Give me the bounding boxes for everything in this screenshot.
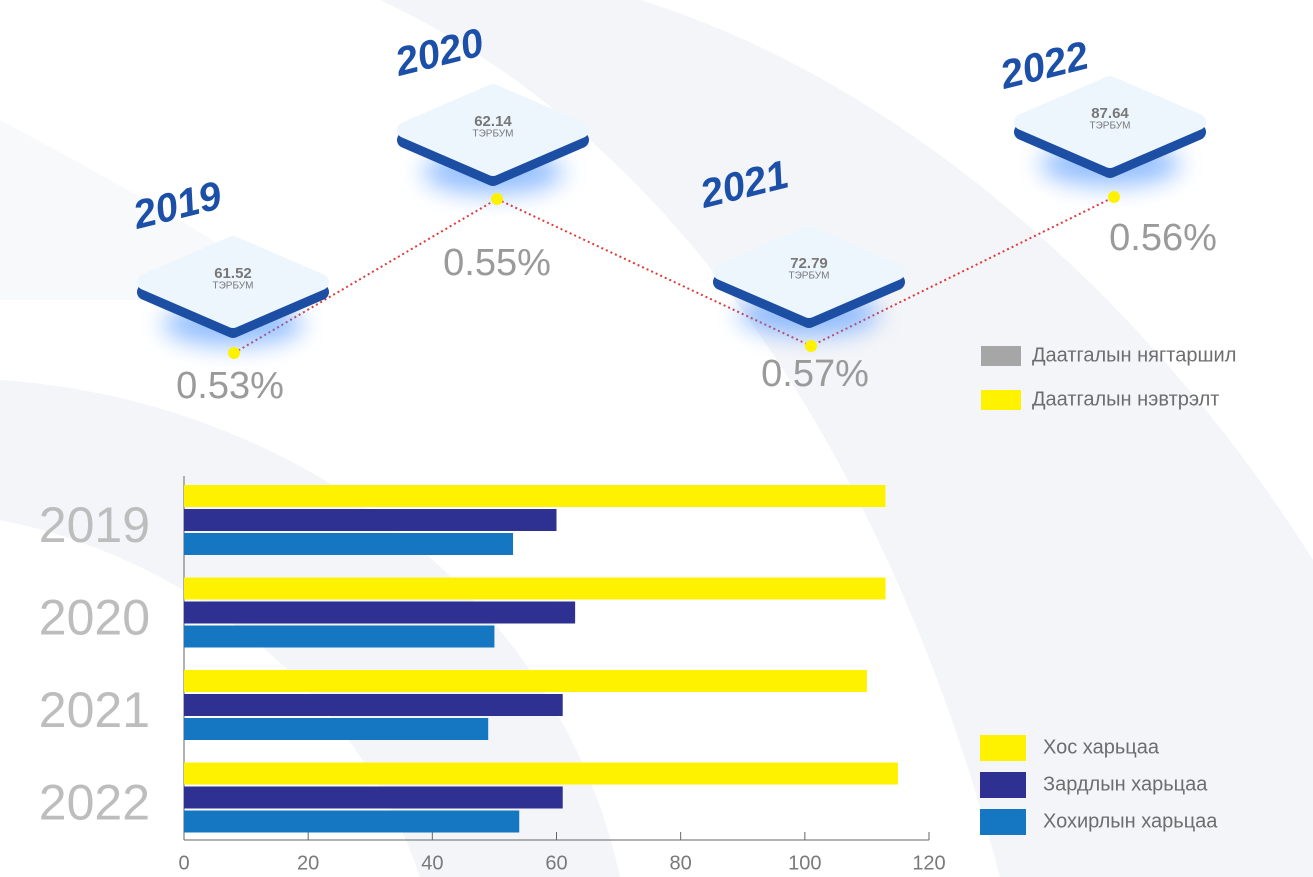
x-tick-label: 100 <box>788 852 821 874</box>
bar <box>184 786 563 809</box>
year-label: 2020 <box>390 21 488 85</box>
bar <box>184 694 563 716</box>
penetration-dot <box>1108 191 1120 203</box>
category-label: 2019 <box>39 497 150 553</box>
bar <box>184 601 576 624</box>
x-tick-label: 0 <box>178 852 189 874</box>
x-tick-label: 80 <box>670 852 692 874</box>
penetration-dot <box>491 193 503 205</box>
card-face <box>397 84 589 176</box>
card-value: 61.52 <box>214 265 252 282</box>
bar <box>184 625 495 648</box>
bar <box>184 670 867 692</box>
x-tick-label: 20 <box>297 852 319 874</box>
category-label: 2022 <box>39 775 150 831</box>
bar <box>184 533 514 555</box>
legend-swatch <box>981 390 1021 410</box>
card-value: 87.64 <box>1091 105 1129 122</box>
card-value: 72.79 <box>790 255 828 272</box>
legend-label: Даатгалын нягтаршил <box>1032 344 1236 366</box>
x-tick-label: 40 <box>421 852 443 874</box>
legend-label: Хохирлын харьцаа <box>1043 810 1218 832</box>
legend-label: Даатгалын нэвтрэлт <box>1032 388 1219 410</box>
penetration-dot <box>805 340 817 352</box>
connector-line <box>233 196 1115 354</box>
legend-label: Зардлын харьцаа <box>1043 773 1208 795</box>
card-unit: ТЭРБУМ <box>1090 121 1131 132</box>
penetration-label: 0.55% <box>443 242 551 284</box>
year-label: 2019 <box>128 173 227 238</box>
bar <box>184 762 898 785</box>
card-unit: ТЭРБУМ <box>213 281 254 292</box>
legend-swatch <box>980 772 1026 798</box>
bar <box>184 577 886 600</box>
card-unit: ТЭРБУМ <box>473 129 514 140</box>
x-tick-label: 120 <box>912 852 945 874</box>
card-face <box>137 236 329 328</box>
card-face <box>713 226 905 318</box>
bar <box>184 509 557 531</box>
penetration-dot <box>228 347 240 359</box>
category-label: 2020 <box>39 590 150 646</box>
penetration-label: 0.53% <box>176 365 284 407</box>
bar <box>184 718 489 740</box>
bar <box>184 485 886 507</box>
card-face <box>1014 76 1206 168</box>
legend-label: Хос харьцаа <box>1043 736 1160 758</box>
legend-swatch <box>980 809 1026 835</box>
card-value: 62.14 <box>474 113 512 130</box>
legend-swatch <box>980 735 1026 761</box>
card-unit: ТЭРБУМ <box>789 271 830 282</box>
year-label: 2022 <box>995 34 1093 98</box>
bar <box>184 810 520 833</box>
x-tick-label: 60 <box>545 852 567 874</box>
penetration-label: 0.56% <box>1109 217 1217 259</box>
penetration-label: 0.57% <box>761 353 869 395</box>
category-label: 2021 <box>39 682 150 738</box>
legend-swatch <box>981 346 1021 366</box>
